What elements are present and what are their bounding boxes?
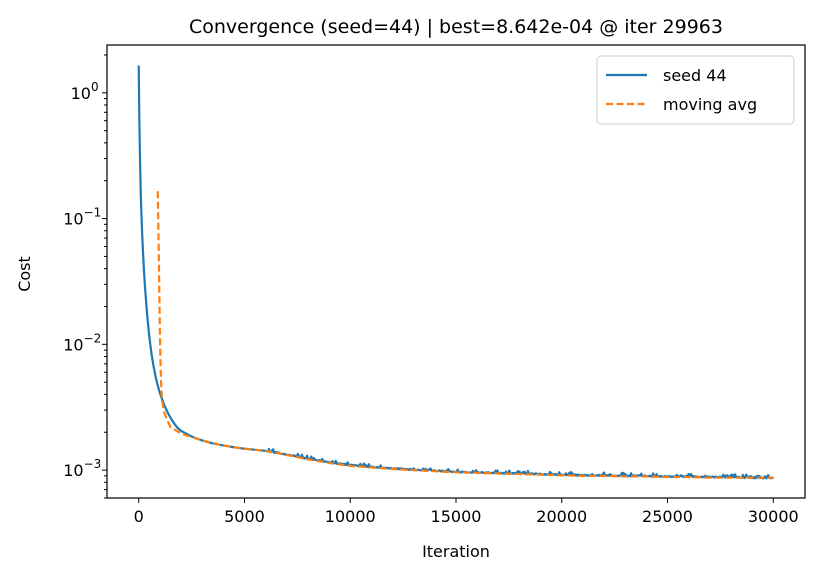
y-tick-label: 10−2 [63,331,101,354]
x-axis-label: Iteration [422,542,490,561]
series-line-moving-avg [156,191,774,479]
legend: seed 44 moving avg [596,55,795,125]
x-tick-label: 20000 [536,507,587,526]
x-tick-label: 30000 [748,507,799,526]
series-line-seed [137,65,775,480]
x-tick-label: 10000 [325,507,376,526]
x-tick-label: 0 [134,507,144,526]
x-tick-label: 15000 [431,507,482,526]
x-tick-label: 25000 [642,507,693,526]
legend-label: moving avg [663,95,757,114]
series-layer [137,65,775,480]
y-tick-label: 100 [71,80,99,103]
legend-label: seed 44 [663,66,727,85]
y-tick-label: 10−1 [63,206,101,229]
x-tick-label: 5000 [224,507,265,526]
legend-box [596,55,795,125]
axes-layer: 0 5000 10000 15000 20000 25000 30000 10−3 10−2 10… [63,44,806,526]
y-axis-label: Cost [15,256,34,292]
y-tick-label: 10−3 [63,457,101,480]
chart-title: Convergence (seed=44) | best=8.642e-04 @… [189,16,723,38]
